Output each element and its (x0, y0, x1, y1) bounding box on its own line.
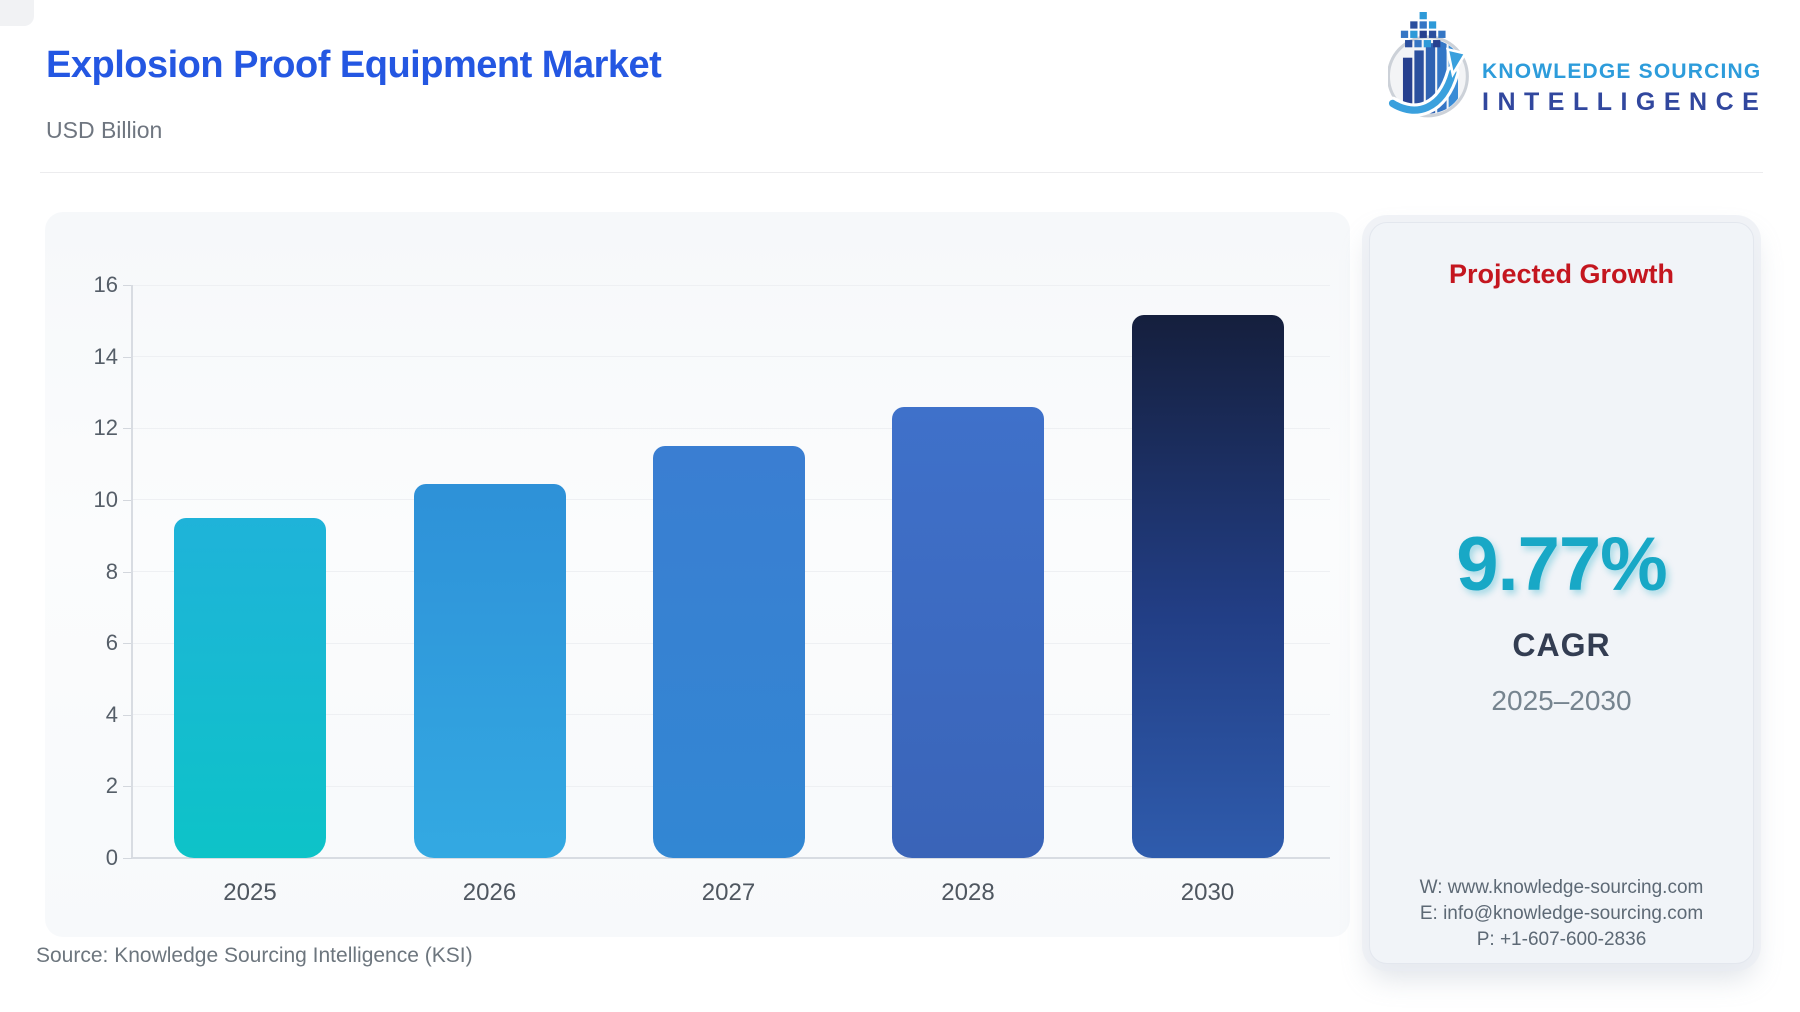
cagr-label: CAGR (1512, 627, 1611, 663)
header-divider (40, 172, 1763, 173)
contact-email: E: info@knowledge-sourcing.com (1419, 903, 1704, 924)
cagr-period: 2025–2030 (1491, 685, 1632, 716)
corner-artifact (0, 0, 34, 26)
growth-bars-arrow-globe-icon (1388, 12, 1469, 118)
brand-logo: KNOWLEDGE SOURCING INTELLIGENCE (1388, 12, 1760, 122)
brand-name-line2: INTELLIGENCE (1482, 88, 1768, 116)
projected-growth-card: Projected Growth 9.77% CAGR 2025–2030 W:… (1369, 222, 1754, 964)
bar-chart-panel (45, 212, 1350, 937)
contact-block: W: www.knowledge-sourcing.com E: info@kn… (1370, 875, 1753, 953)
logo-pixel-squares (1400, 12, 1446, 48)
contact-website: W: www.knowledge-sourcing.com (1419, 877, 1704, 898)
contact-phone: P: +1-607-600-2836 (1476, 929, 1647, 950)
unit-label: USD Billion (46, 117, 163, 143)
page-title: Explosion Proof Equipment Market (46, 44, 662, 86)
brand-name-line1: KNOWLEDGE SOURCING (1482, 60, 1762, 83)
card-heading: Projected Growth (1448, 259, 1675, 289)
cagr-value: 9.77% (1456, 522, 1668, 607)
source-note: Source: Knowledge Sourcing Intelligence … (36, 944, 473, 967)
